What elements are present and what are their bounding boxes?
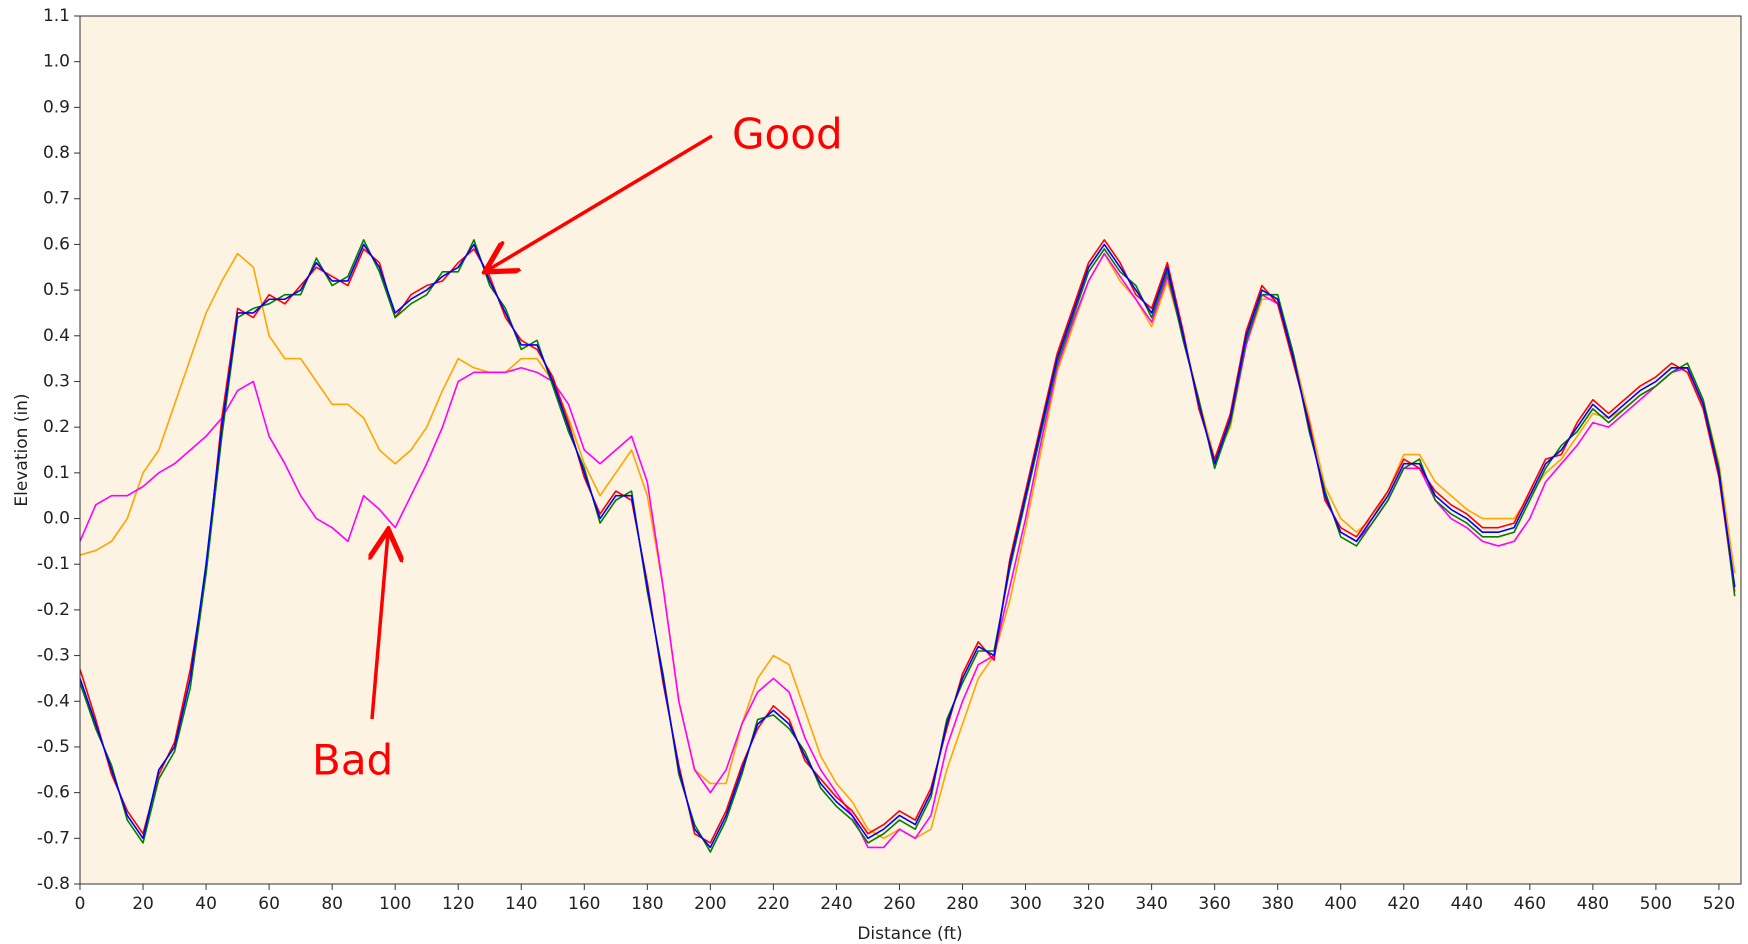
line-series xyxy=(79,243,1736,849)
x-tick-label: 120 xyxy=(442,894,474,914)
x-tick-label: 260 xyxy=(883,894,915,914)
x-tick-label: 60 xyxy=(258,894,280,914)
x-tick-label: 280 xyxy=(946,894,978,914)
x-tick-label: 160 xyxy=(568,894,600,914)
y-tick-label: -0.3 xyxy=(37,646,70,666)
x-tick-label: 100 xyxy=(379,894,411,914)
annotation: Bad xyxy=(312,736,393,785)
x-tick-label: 180 xyxy=(631,894,663,914)
x-tick-label: 420 xyxy=(1388,894,1420,914)
x-axis-label: Distance (ft) xyxy=(857,924,962,944)
y-tick-label: 0.0 xyxy=(43,509,70,529)
y-tick-label: 0.1 xyxy=(43,463,70,483)
x-tick-label: 360 xyxy=(1198,894,1230,914)
x-tick-label: 20 xyxy=(132,894,154,914)
x-tick-label: 520 xyxy=(1703,894,1735,914)
y-tick-label: -0.8 xyxy=(37,874,70,894)
x-tick-label: 200 xyxy=(694,894,726,914)
y-tick-label: 1.0 xyxy=(43,52,70,72)
y-tick-label: 0.9 xyxy=(43,97,70,117)
x-tick-label: 320 xyxy=(1072,894,1104,914)
y-axis-label: Elevation (in) xyxy=(12,393,32,506)
x-tick-label: 380 xyxy=(1261,894,1293,914)
y-tick-label: 0.5 xyxy=(43,280,70,300)
line-series xyxy=(79,252,1736,849)
y-tick-label: -0.4 xyxy=(37,691,70,711)
y-tick-label: -0.2 xyxy=(37,600,70,620)
x-tick-label: 460 xyxy=(1514,894,1546,914)
y-tick-label: -0.6 xyxy=(37,783,70,803)
x-tick-label: 340 xyxy=(1135,894,1167,914)
y-tick-label: 0.3 xyxy=(43,371,70,391)
good-arrow xyxy=(488,134,713,270)
x-tick-label: 440 xyxy=(1451,894,1483,914)
line-series xyxy=(79,239,1736,853)
y-tick-label: 0.6 xyxy=(43,234,70,254)
x-tick-label: 140 xyxy=(505,894,537,914)
plot-border xyxy=(79,15,1742,885)
y-tick-label: -0.1 xyxy=(37,554,70,574)
y-tick-label: 0.7 xyxy=(43,189,70,209)
y-tick-label: 0.4 xyxy=(43,326,70,346)
annotation: Good xyxy=(732,110,843,159)
plot-area xyxy=(80,16,1741,884)
y-tick-label: -0.5 xyxy=(37,737,70,757)
x-tick-label: 40 xyxy=(195,894,217,914)
x-tick-label: 300 xyxy=(1009,894,1041,914)
y-tick-label: 0.2 xyxy=(43,417,70,437)
x-tick-label: 400 xyxy=(1324,894,1356,914)
bad-arrow xyxy=(372,533,388,720)
x-tick-label: 0 xyxy=(75,894,86,914)
y-tick-label: -0.7 xyxy=(37,828,70,848)
x-tick-label: 240 xyxy=(820,894,852,914)
y-tick-label: 0.8 xyxy=(43,143,70,163)
x-tick-label: 480 xyxy=(1577,894,1609,914)
x-tick-label: 220 xyxy=(757,894,789,914)
y-tick-label: 1.1 xyxy=(43,6,70,26)
x-tick-label: 500 xyxy=(1640,894,1672,914)
line-series xyxy=(79,239,1736,844)
x-tick-label: 80 xyxy=(321,894,343,914)
